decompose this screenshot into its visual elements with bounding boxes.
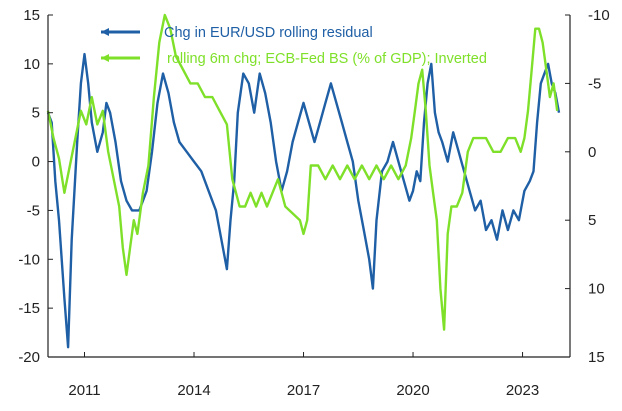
x-tick-label: 2017 (287, 382, 320, 399)
right-axis-ticks: -10 -5 0 5 10 15 (565, 7, 610, 366)
legend-arrow-series-1 (101, 28, 109, 36)
left-tick-label: -20 (18, 349, 40, 366)
left-tick-label: -10 (18, 251, 40, 268)
series-line-2 (46, 13, 559, 331)
legend-item-series-1: Chg in EUR/USD rolling residual (101, 25, 373, 41)
right-tick-label: 15 (588, 349, 605, 366)
legend-label-series-1: Chg in EUR/USD rolling residual (164, 25, 373, 41)
legend-label-series-2: rolling 6m chg; ECB-Fed BS (% of GDP); I… (167, 51, 487, 67)
x-tick-label: 2011 (68, 382, 100, 399)
right-tick-label: 0 (588, 144, 596, 161)
x-tick-label: 2014 (177, 382, 210, 399)
left-tick-label: 15 (23, 7, 40, 24)
right-tick-label: -5 (588, 75, 601, 92)
legend-item-series-2: rolling 6m chg; ECB-Fed BS (% of GDP); I… (101, 51, 487, 67)
series-line-1 (46, 52, 561, 349)
left-axis-ticks: 15 10 5 0 -5 -10 -15 -20 (18, 7, 53, 366)
x-axis-ticks: 2011 2014 2017 2020 2023 (68, 352, 539, 399)
right-tick-label: -10 (588, 7, 610, 24)
left-tick-label: 5 (32, 105, 40, 122)
right-tick-label: 5 (588, 212, 596, 229)
x-tick-label: 2023 (506, 382, 539, 399)
right-tick-label: 10 (588, 281, 605, 298)
legend-arrow-series-2 (101, 54, 109, 62)
x-tick-label: 2020 (396, 382, 429, 399)
left-tick-label: 0 (32, 154, 40, 171)
left-tick-label: -5 (27, 202, 40, 219)
legend: Chg in EUR/USD rolling residual rolling … (101, 25, 487, 67)
left-tick-label: -15 (18, 300, 40, 317)
left-tick-label: 10 (23, 56, 40, 73)
plot-lines (46, 13, 561, 349)
